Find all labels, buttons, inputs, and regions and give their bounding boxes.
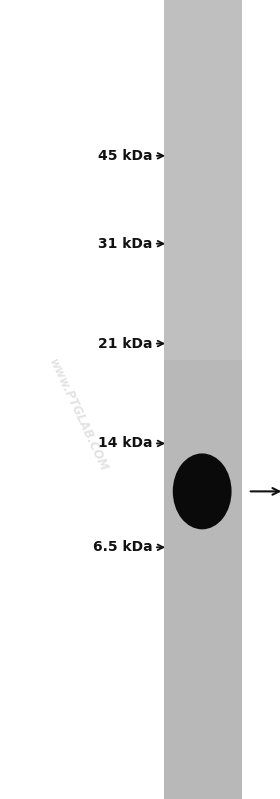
- Text: 21 kDa: 21 kDa: [98, 336, 153, 351]
- Text: 45 kDa: 45 kDa: [98, 149, 153, 163]
- Text: www.PTGLAB.COM: www.PTGLAB.COM: [46, 357, 110, 474]
- Text: 31 kDa: 31 kDa: [98, 237, 153, 251]
- Ellipse shape: [173, 454, 232, 529]
- Bar: [164, 0, 242, 799]
- Bar: [164, 0, 242, 360]
- Text: 14 kDa: 14 kDa: [98, 436, 153, 451]
- Text: 6.5 kDa: 6.5 kDa: [93, 540, 153, 555]
